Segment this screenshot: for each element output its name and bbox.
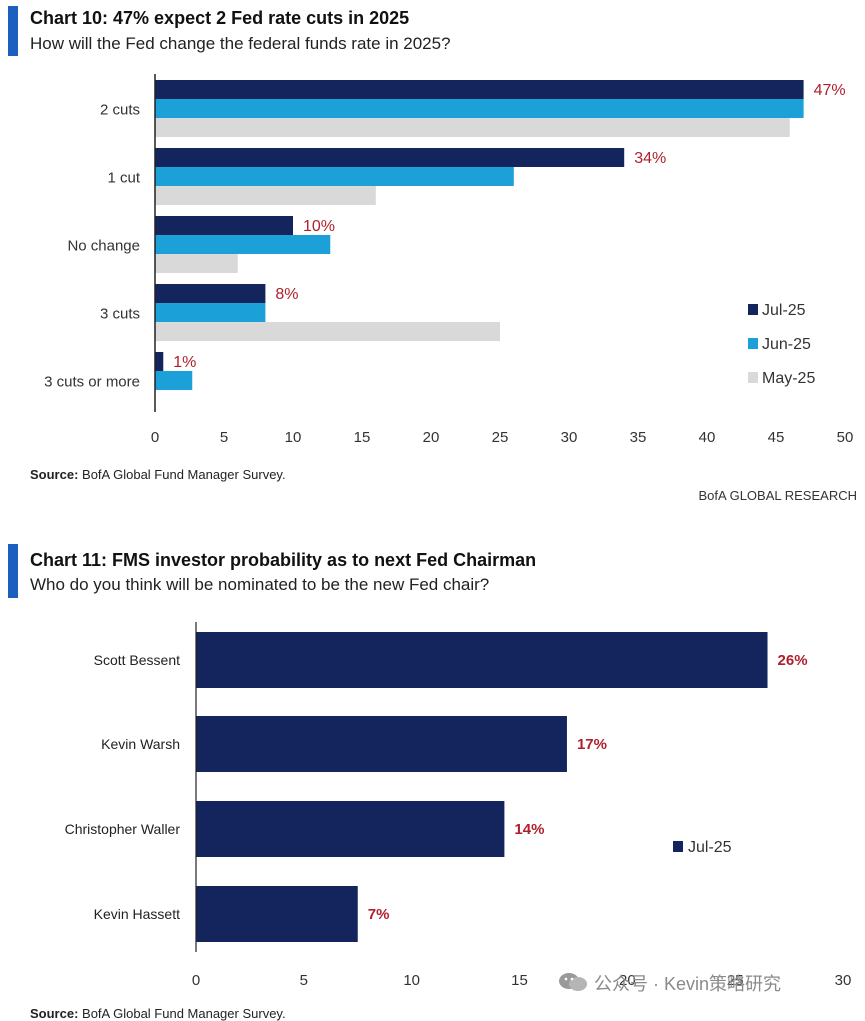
data-label: 26% (778, 652, 808, 669)
category-label: Scott Bessent (94, 652, 180, 668)
bar-jul-25-3 (155, 284, 266, 303)
chart10-title: Chart 10: 47% expect 2 Fed rate cuts in … (30, 8, 410, 28)
category-label: 3 cuts (100, 306, 140, 323)
bar-jun-25-0 (155, 99, 804, 118)
bar-christopher-waller (196, 801, 505, 857)
x-tick-label: 50 (837, 429, 854, 446)
data-label: 8% (275, 286, 298, 303)
bar-may-25-1 (155, 186, 376, 205)
x-tick-label: 15 (354, 429, 371, 446)
legend-swatch (673, 841, 683, 852)
legend-label: Jul-25 (688, 839, 732, 856)
bar-scott-bessent (196, 632, 768, 688)
x-tick-label: 25 (492, 429, 509, 446)
data-label: 10% (303, 218, 335, 235)
x-tick-label: 5 (300, 972, 308, 989)
x-tick-label: 30 (835, 972, 852, 989)
x-tick-label: 20 (619, 972, 636, 989)
category-label: 1 cut (107, 170, 140, 187)
legend-swatch (748, 304, 758, 315)
chart10-plot: 2 cuts 47% 1 cut 34% No change 10% 3 cuts 8% 3 c… (44, 74, 854, 446)
chart10-section: Chart 10: 47% expect 2 Fed rate cuts in … (8, 6, 857, 503)
wechat-logo-icon (559, 973, 587, 991)
chart10-source-text: BofA Global Fund Manager Survey. (82, 467, 286, 482)
legend-swatch (748, 338, 758, 349)
x-tick-label: 10 (403, 972, 420, 989)
bar-jun-25-4 (155, 371, 193, 390)
data-label: 14% (514, 821, 544, 838)
bar-may-25-3 (155, 322, 500, 341)
x-tick-label: 45 (768, 429, 785, 446)
x-tick-label: 30 (561, 429, 578, 446)
bar-jul-25-0 (155, 80, 804, 99)
chart11-source: Source: BofA Global Fund Manager Survey. (30, 1006, 286, 1021)
data-label: 1% (173, 354, 196, 371)
bar-jun-25-3 (155, 303, 266, 322)
chart11-source-label: Source: (30, 1006, 79, 1021)
bar-may-25-0 (155, 118, 790, 137)
chart11-section: Chart 11: FMS investor probability as to… (0, 540, 865, 1021)
chart11-accent-bar (8, 544, 18, 598)
category-label: Christopher Waller (65, 821, 181, 837)
chart11-title: Chart 11: FMS investor probability as to… (30, 550, 537, 570)
category-label: 3 cuts or more (44, 374, 140, 391)
category-label: 2 cuts (100, 102, 140, 119)
bar-kevin-hassett (196, 886, 358, 942)
bar-kevin-warsh (196, 716, 567, 772)
chart10-subtitle: How will the Fed change the federal fund… (30, 34, 451, 53)
x-tick-label: 15 (511, 972, 528, 989)
chart10-source-label: Source: (30, 467, 79, 482)
category-label: Kevin Hassett (94, 906, 180, 922)
bar-may-25-2 (155, 254, 238, 273)
chart11-plot: Scott Bessent 26% Kevin Warsh 17% Christophe… (65, 622, 852, 989)
x-tick-label: 25 (727, 972, 744, 989)
x-tick-label: 5 (220, 429, 228, 446)
legend-swatch (748, 372, 758, 383)
category-label: Kevin Warsh (101, 736, 180, 752)
legend-label: Jul-25 (762, 302, 806, 319)
chart11-subtitle: Who do you think will be nominated to be… (30, 575, 490, 594)
data-label: 34% (634, 150, 666, 167)
category-label: No change (67, 238, 140, 255)
data-label: 7% (368, 906, 390, 923)
chart11-source-text: BofA Global Fund Manager Survey. (82, 1006, 286, 1021)
watermark-text: 公众号 · Kevin策略研究 (594, 974, 782, 994)
x-tick-label: 0 (151, 429, 159, 446)
chart10-source: Source: BofA Global Fund Manager Survey. (30, 467, 286, 482)
data-label: 17% (577, 736, 607, 753)
bar-jun-25-2 (155, 235, 331, 254)
legend-label: Jun-25 (762, 336, 811, 353)
chart10-accent-bar (8, 6, 18, 56)
legend-label: May-25 (762, 370, 815, 387)
data-label: 47% (814, 82, 846, 99)
bar-jul-25-1 (155, 148, 625, 167)
x-tick-label: 10 (285, 429, 302, 446)
x-tick-label: 20 (423, 429, 440, 446)
bar-jul-25-2 (155, 216, 293, 235)
x-tick-label: 40 (699, 429, 716, 446)
bar-jun-25-1 (155, 167, 514, 186)
bar-jul-25-4 (155, 352, 164, 371)
x-tick-label: 35 (630, 429, 647, 446)
x-tick-label: 0 (192, 972, 200, 989)
brand-label: BofA GLOBAL RESEARCH (698, 488, 857, 503)
